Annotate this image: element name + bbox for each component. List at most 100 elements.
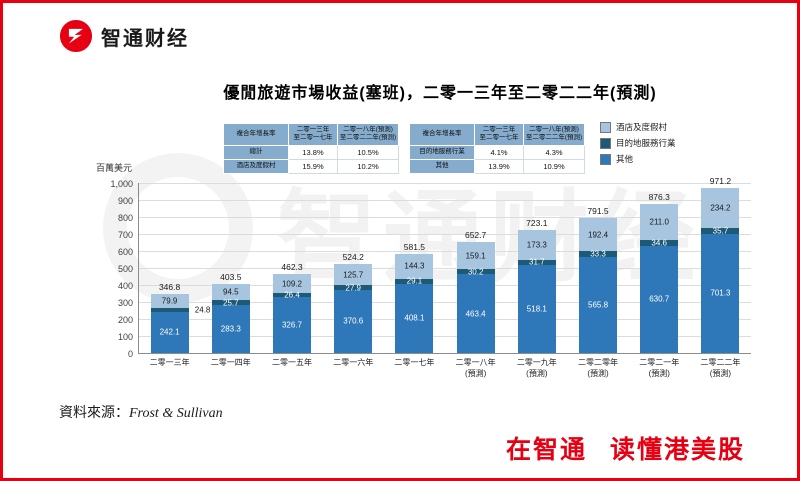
x-axis-label-line: 二零二零年: [578, 358, 619, 367]
x-axis-label-line: (預測): [709, 368, 732, 378]
legend: 酒店及度假村 目的地服務行業 其他: [600, 121, 676, 165]
bar-segment: 35.7: [701, 226, 740, 236]
bar-segment-value: 701.3: [710, 288, 731, 298]
bar-segment: 173.3: [517, 230, 556, 260]
x-axis-label: 二零一九年 (預測): [506, 358, 567, 380]
gridline: [139, 217, 751, 218]
bar-segment: 109.2: [273, 274, 311, 293]
cagr-header-cell: 二零一八年(預測) 至二零二二年(預測): [523, 123, 585, 146]
x-axis-label: 二零二零年 (預測): [567, 358, 628, 380]
cagr-data-row: 其他 13.9% 10.9%: [409, 158, 585, 174]
bar-segment-value: 630.7: [649, 294, 670, 304]
bar-segment: 144.3: [395, 254, 434, 279]
chart-title: 優閒旅遊市場收益(塞班)，二零一三年至二零二二年(預測): [223, 85, 657, 102]
plot-area: 1,000 900 800 700 600 500 400 300 200 100 0 79.9 24…: [110, 176, 751, 378]
bar-slot: 125.7 27.9 370.6 524.2 二零一六年: [323, 183, 384, 367]
bar-segment: 211.0: [640, 204, 679, 240]
bar-segment-value: 94.5: [223, 287, 239, 297]
bar-slot: 173.3 31.7 518.1 723.1 二零一九年 (預測): [506, 183, 567, 378]
bar-segment: 31.7: [517, 258, 556, 267]
x-axis-label-line: (預測): [587, 368, 609, 378]
cagr-header-cell: 二零一三年 至二零一七年: [288, 123, 338, 146]
y-tick-label: 500: [117, 263, 133, 274]
bar-segment: 192.4: [579, 218, 618, 252]
brand-slogan: 在智通 读懂港美股: [506, 436, 745, 464]
bar-segment: 159.1: [456, 242, 495, 270]
bar-segment-value: 242.1: [159, 327, 180, 337]
gridline: [139, 336, 751, 337]
cagr-value-cell: 4.3%: [523, 144, 585, 160]
bar-segment-value: 25.7: [223, 298, 239, 308]
bar-segment: 33.3: [579, 249, 618, 259]
legend-item: 酒店及度假村: [600, 121, 676, 133]
gridline: [139, 285, 751, 286]
gridline: [139, 183, 751, 184]
bar-slot: 159.1 30.2 463.4 652.7 二零一八年 (預測): [445, 183, 506, 378]
x-axis-label-line: 二零一四年: [210, 358, 251, 367]
bar-segment-value: 408.1: [404, 313, 425, 323]
zhitong-logo-icon: [59, 19, 93, 53]
y-tick-label: 0: [127, 348, 133, 359]
bar-segment: 242.1: [150, 311, 189, 353]
x-axis-label-line: 二零二一年: [639, 358, 680, 367]
bar-segment: 26.4: [273, 290, 311, 300]
cagr-header-cell: 二零一三年 至二零一七年: [474, 123, 524, 146]
bar-segment-value: 173.3: [526, 240, 547, 250]
bar-segment: 565.8: [579, 256, 618, 353]
bar-segment-value: 33.3: [590, 249, 606, 259]
bar-segment-value: 326.7: [281, 320, 303, 330]
x-axis-label-line: 二零一三年: [149, 358, 190, 367]
chart-area: 智通财经 百萬美元 1,000 900 800 700 600 500 400 300 200 1…: [63, 113, 763, 388]
cagr-header-cell: 複合年增長率: [409, 123, 475, 146]
cagr-value-cell: 13.9%: [474, 158, 524, 174]
bar-segment-value: 144.3: [404, 261, 425, 271]
bar-segment-value: 283.3: [220, 324, 241, 334]
bar-segment: 29.1: [395, 277, 434, 286]
bar-segment-value: 35.7: [712, 226, 729, 236]
x-axis-label: 二零一六年: [323, 358, 384, 369]
bar-segment: 125.7: [334, 263, 373, 286]
x-axis-label: 二零一七年: [384, 358, 445, 369]
bar-segment: 463.4: [456, 274, 495, 353]
bar-segment-value: 79.9: [161, 296, 178, 306]
bars-container: 79.9 24.8 242.1 346.8 二零一三年 94.5 25.7 283.3 403.…: [139, 176, 751, 378]
bar-slot: 79.9 24.8 242.1 346.8 二零一三年: [139, 183, 211, 367]
bar-segment: 408.1: [395, 283, 434, 353]
bar-segment-value: 370.6: [343, 316, 364, 326]
brand-logo-text: 智通财经: [101, 27, 189, 50]
bar-segment-value: 234.2: [710, 203, 731, 213]
gridline: [139, 251, 751, 252]
bar-total-value: 524.2: [342, 251, 364, 262]
bar-total-value: 403.5: [220, 272, 242, 283]
cagr-table-left: 複合年增長率 二零一三年 至二零一七年 二零一八年(預測) 至二零二二年(預測) 總計…: [223, 123, 399, 174]
bar: 234.2 35.7 701.3 971.2: [701, 176, 740, 353]
bar: 173.3 31.7 518.1 723.1: [517, 218, 556, 353]
source-name: Frost & Sullivan: [129, 406, 223, 421]
bar-segment: 518.1: [517, 264, 556, 353]
bar-segment-value: 27.9: [345, 283, 361, 293]
y-tick-label: 900: [117, 195, 133, 206]
x-axis-label-line: 二零二二年: [700, 358, 741, 367]
bar-segment-value: 463.4: [465, 309, 486, 319]
x-axis-label-line: 二零一九年: [516, 358, 557, 367]
bar: 192.4 33.3 565.8 791.5: [579, 206, 618, 353]
cagr-table-right: 複合年增長率 二零一三年 至二零一七年 二零一八年(預測) 至二零二二年(預測) 目的…: [409, 123, 585, 174]
y-tick-label: 300: [117, 297, 133, 308]
bar-segment-value: 159.1: [465, 251, 486, 261]
gridline: [139, 319, 751, 320]
bar-segment-value: 26.4: [284, 290, 300, 300]
bar-segment: 701.3: [701, 233, 740, 353]
cagr-data-row: 酒店及度假村 15.9% 10.2%: [223, 158, 399, 174]
x-axis-label: 二零一四年: [200, 358, 261, 369]
bar-segment: 25.7: [211, 298, 250, 308]
gridline: [139, 268, 751, 269]
gridline: [139, 200, 751, 201]
bar-segment-value: 518.1: [526, 304, 547, 314]
bar-slot: 144.3 29.1 408.1 581.5 二零一七年: [384, 183, 445, 367]
legend-label: 其他: [616, 154, 634, 164]
bar-slot: 192.4 33.3 565.8 791.5 二零二零年 (預測): [567, 183, 628, 377]
bar-segment: 30.2: [456, 267, 495, 276]
bar-segment: 370.6: [334, 289, 373, 353]
x-axis-label: 二零一五年: [261, 358, 322, 369]
x-axis-label-line: (預測): [526, 368, 548, 378]
